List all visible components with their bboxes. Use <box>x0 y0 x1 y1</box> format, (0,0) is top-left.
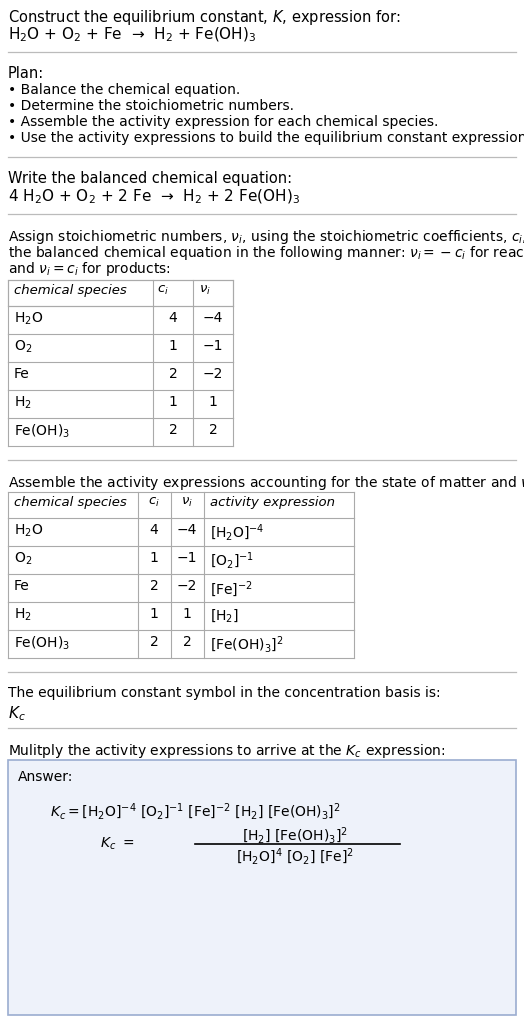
Text: Plan:: Plan: <box>8 66 44 81</box>
Text: 2: 2 <box>183 635 191 649</box>
Text: The equilibrium constant symbol in the concentration basis is:: The equilibrium constant symbol in the c… <box>8 686 441 700</box>
Text: Fe: Fe <box>14 579 30 593</box>
Text: chemical species: chemical species <box>14 284 127 297</box>
Text: Assign stoichiometric numbers, $\nu_i$, using the stoichiometric coefficients, $: Assign stoichiometric numbers, $\nu_i$, … <box>8 228 524 246</box>
Text: and $\nu_i = c_i$ for products:: and $\nu_i = c_i$ for products: <box>8 260 171 278</box>
Text: 1: 1 <box>169 395 178 409</box>
Text: −1: −1 <box>177 551 197 565</box>
Text: 4: 4 <box>150 523 158 537</box>
Text: [H$_2$O]$^{-4}$: [H$_2$O]$^{-4}$ <box>210 523 265 543</box>
Text: $K_c = [\mathrm{H_2O}]^{-4}\ [\mathrm{O_2}]^{-1}\ [\mathrm{Fe}]^{-2}\ [\mathrm{H: $K_c = [\mathrm{H_2O}]^{-4}\ [\mathrm{O_… <box>50 803 341 822</box>
Text: 2: 2 <box>150 635 158 649</box>
Text: $\nu_i$: $\nu_i$ <box>181 496 193 509</box>
Text: 2: 2 <box>150 579 158 593</box>
Text: • Determine the stoichiometric numbers.: • Determine the stoichiometric numbers. <box>8 99 294 113</box>
Text: [Fe]$^{-2}$: [Fe]$^{-2}$ <box>210 579 253 599</box>
Text: $K_c\ =$: $K_c\ =$ <box>100 836 134 853</box>
Text: H$_2$: H$_2$ <box>14 607 32 624</box>
Text: Mulitply the activity expressions to arrive at the $K_c$ expression:: Mulitply the activity expressions to arr… <box>8 742 445 760</box>
Text: 1: 1 <box>149 551 158 565</box>
Text: • Use the activity expressions to build the equilibrium constant expression.: • Use the activity expressions to build … <box>8 131 524 145</box>
Text: activity expression: activity expression <box>210 496 335 509</box>
Text: −4: −4 <box>177 523 197 537</box>
Text: Assemble the activity expressions accounting for the state of matter and $\nu_i$: Assemble the activity expressions accoun… <box>8 474 524 492</box>
Text: $\nu_i$: $\nu_i$ <box>199 284 211 297</box>
Text: H$_2$O + O$_2$ + Fe  →  H$_2$ + Fe(OH)$_3$: H$_2$O + O$_2$ + Fe → H$_2$ + Fe(OH)$_3$ <box>8 26 256 44</box>
Text: the balanced chemical equation in the following manner: $\nu_i = -c_i$ for react: the balanced chemical equation in the fo… <box>8 244 524 262</box>
Text: $[\mathrm{H_2}]\ [\mathrm{Fe(OH)_3}]^2$: $[\mathrm{H_2}]\ [\mathrm{Fe(OH)_3}]^2$ <box>242 826 348 846</box>
Text: [H$_2$]: [H$_2$] <box>210 607 238 624</box>
Text: 1: 1 <box>209 395 217 409</box>
Text: $c_i$: $c_i$ <box>148 496 160 509</box>
Text: 2: 2 <box>169 367 178 381</box>
Bar <box>8 760 516 1015</box>
Text: 4: 4 <box>169 311 178 325</box>
Text: 4 H$_2$O + O$_2$ + 2 Fe  →  H$_2$ + 2 Fe(OH)$_3$: 4 H$_2$O + O$_2$ + 2 Fe → H$_2$ + 2 Fe(O… <box>8 188 300 206</box>
Text: −2: −2 <box>203 367 223 381</box>
Text: • Assemble the activity expression for each chemical species.: • Assemble the activity expression for e… <box>8 115 439 129</box>
Text: O$_2$: O$_2$ <box>14 339 32 355</box>
Text: Answer:: Answer: <box>18 770 73 784</box>
Bar <box>8 280 233 306</box>
Text: H$_2$O: H$_2$O <box>14 311 43 328</box>
Text: 1: 1 <box>149 607 158 621</box>
Text: Construct the equilibrium constant, $K$, expression for:: Construct the equilibrium constant, $K$,… <box>8 8 401 27</box>
Text: 1: 1 <box>169 339 178 353</box>
Text: −1: −1 <box>203 339 223 353</box>
Text: O$_2$: O$_2$ <box>14 551 32 568</box>
Text: $[\mathrm{H_2O}]^4\ [\mathrm{O_2}]\ [\mathrm{Fe}]^2$: $[\mathrm{H_2O}]^4\ [\mathrm{O_2}]\ [\ma… <box>236 847 354 868</box>
Text: −4: −4 <box>203 311 223 325</box>
Text: Fe: Fe <box>14 367 30 381</box>
Text: H$_2$O: H$_2$O <box>14 523 43 539</box>
Text: 1: 1 <box>182 607 191 621</box>
Text: [O$_2$]$^{-1}$: [O$_2$]$^{-1}$ <box>210 551 254 572</box>
Text: 2: 2 <box>209 423 217 437</box>
Text: [Fe(OH)$_3$]$^2$: [Fe(OH)$_3$]$^2$ <box>210 635 283 655</box>
Text: Fe(OH)$_3$: Fe(OH)$_3$ <box>14 423 70 440</box>
Text: • Balance the chemical equation.: • Balance the chemical equation. <box>8 83 240 97</box>
Text: $c_i$: $c_i$ <box>157 284 169 297</box>
Text: $K_c$: $K_c$ <box>8 704 26 723</box>
Text: Write the balanced chemical equation:: Write the balanced chemical equation: <box>8 171 292 186</box>
Text: 2: 2 <box>169 423 178 437</box>
Text: −2: −2 <box>177 579 197 593</box>
Text: chemical species: chemical species <box>14 496 127 509</box>
Text: Fe(OH)$_3$: Fe(OH)$_3$ <box>14 635 70 652</box>
Text: H$_2$: H$_2$ <box>14 395 32 411</box>
